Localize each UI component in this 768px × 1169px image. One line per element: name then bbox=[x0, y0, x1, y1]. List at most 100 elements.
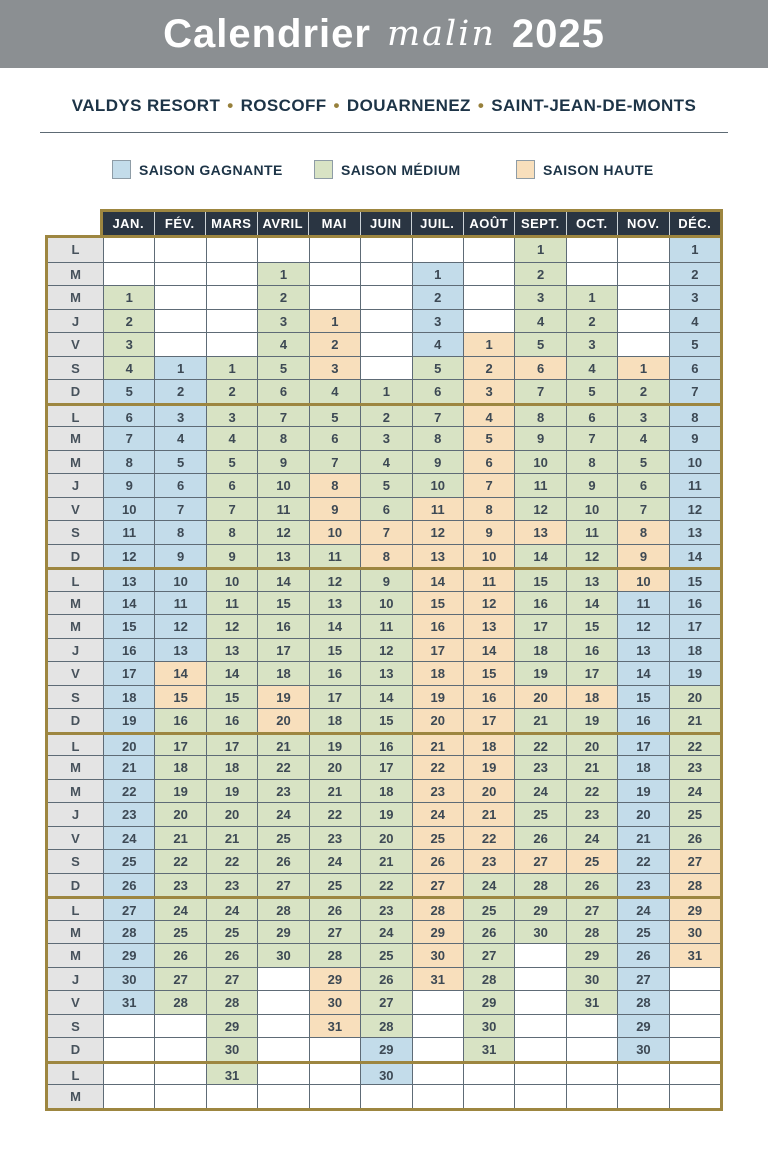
calendar-day-cell: 14 bbox=[462, 638, 515, 661]
calendar-day-cell: 4 bbox=[462, 405, 515, 426]
calendar-day-cell: 1 bbox=[103, 286, 155, 309]
calendar-day-cell: 1 bbox=[308, 309, 361, 332]
month-header-cells: JAN. FÉV. MARS AVRIL MAI JUIN JUIL. AOÛT SEPT. OC… bbox=[100, 209, 723, 235]
calendar-day-cell bbox=[462, 309, 515, 332]
calendar-day-cell: 26 bbox=[668, 826, 721, 849]
calendar-row: D 30 29 31 30 bbox=[48, 1037, 721, 1061]
month-header-cell: NOV. bbox=[617, 212, 669, 235]
calendar-day-cell bbox=[462, 262, 515, 285]
subtitle-resort-name: SAINT-JEAN-DE-MONTS bbox=[491, 96, 697, 115]
calendar-day-cell: 3 bbox=[462, 380, 515, 403]
month-header-cell: SEPT. bbox=[514, 212, 566, 235]
calendar-day-cell: 8 bbox=[668, 405, 721, 426]
title-bar: Calendrier malin 2025 bbox=[0, 0, 768, 68]
calendar-day-cell: 7 bbox=[103, 427, 155, 450]
calendar-day-cell: 8 bbox=[257, 427, 309, 450]
legend-item-medium: SAISON MÉDIUM bbox=[314, 160, 516, 179]
calendar-day-cell: 20 bbox=[205, 803, 258, 826]
calendar-day-cell: 7 bbox=[360, 521, 412, 544]
calendar-day-cell: 29 bbox=[462, 991, 515, 1014]
calendar-row: L 13 10 10 14 12 9 14 11 15 13 10 15 bbox=[48, 567, 721, 591]
calendar-day-cell: 9 bbox=[360, 570, 412, 591]
calendar-day-cell: 31 bbox=[308, 1014, 361, 1037]
calendar-day-cell bbox=[411, 238, 463, 262]
calendar-day-cell: 2 bbox=[411, 286, 463, 309]
calendar-day-cell: 11 bbox=[565, 521, 618, 544]
calendar-day-cell: 24 bbox=[565, 826, 618, 849]
calendar-day-cell: 28 bbox=[257, 899, 309, 920]
calendar-day-cell: 4 bbox=[154, 427, 206, 450]
calendar-day-cell: 9 bbox=[565, 474, 618, 497]
subtitle-bullet-icon: • bbox=[227, 96, 234, 115]
calendar-day-cell: 24 bbox=[360, 920, 412, 943]
calendar-day-cell: 4 bbox=[668, 309, 721, 332]
calendar-day-cell: 4 bbox=[514, 309, 566, 332]
calendar-day-cell: 28 bbox=[617, 991, 669, 1014]
calendar-day-cell: 6 bbox=[308, 427, 361, 450]
divider bbox=[40, 132, 728, 133]
calendar-day-cell: 9 bbox=[154, 544, 206, 567]
calendar-day-cell: 14 bbox=[411, 570, 463, 591]
calendar-day-cell: 6 bbox=[154, 474, 206, 497]
calendar-day-cell bbox=[308, 262, 361, 285]
calendar-day-cell: 26 bbox=[205, 944, 258, 967]
calendar-day-cell: 15 bbox=[154, 685, 206, 708]
calendar-row: D 26 23 23 27 25 22 27 24 28 26 23 28 bbox=[48, 872, 721, 896]
legend-label: SAISON GAGNANTE bbox=[139, 161, 283, 178]
calendar-row: V 17 14 14 18 16 13 18 15 19 17 14 19 bbox=[48, 661, 721, 685]
calendar-day-cell: 3 bbox=[103, 333, 155, 356]
calendar-day-cell: 10 bbox=[308, 521, 361, 544]
calendar-day-cell: 3 bbox=[617, 405, 669, 426]
weekday-letter-cell: L bbox=[48, 899, 103, 920]
calendar-day-cell: 5 bbox=[668, 333, 721, 356]
subtitle: VALDYS RESORT • ROSCOFF • DOUARNENEZ • SAINT-J… bbox=[0, 96, 768, 116]
calendar-day-cell: 26 bbox=[565, 873, 618, 896]
calendar-row: L 31 30 bbox=[48, 1060, 721, 1084]
calendar-day-cell: 10 bbox=[103, 497, 155, 520]
calendar-row: M 28 25 25 29 27 24 29 26 30 28 25 30 bbox=[48, 919, 721, 943]
calendar-day-cell: 26 bbox=[360, 967, 412, 990]
calendar-day-cell bbox=[205, 309, 258, 332]
calendar-day-cell: 4 bbox=[103, 356, 155, 379]
calendar-day-cell: 12 bbox=[514, 497, 566, 520]
page-title-year: 2025 bbox=[511, 11, 605, 56]
weekday-letter-cell: J bbox=[48, 309, 103, 332]
calendar-row: L 1 1 bbox=[48, 238, 721, 262]
calendar-day-cell: 7 bbox=[617, 497, 669, 520]
calendar-day-cell: 26 bbox=[103, 873, 155, 896]
calendar-day-cell: 25 bbox=[205, 920, 258, 943]
calendar-day-cell: 17 bbox=[257, 638, 309, 661]
calendar-day-cell bbox=[360, 286, 412, 309]
calendar-day-cell: 26 bbox=[308, 899, 361, 920]
calendar-day-cell: 9 bbox=[514, 427, 566, 450]
calendar-day-cell bbox=[308, 238, 361, 262]
calendar-day-cell: 8 bbox=[103, 450, 155, 473]
calendar-day-cell: 21 bbox=[308, 779, 361, 802]
calendar-day-cell bbox=[205, 238, 258, 262]
calendar-row: L 20 17 17 21 19 16 21 18 22 20 17 22 bbox=[48, 731, 721, 755]
calendar-day-cell: 30 bbox=[617, 1038, 669, 1061]
page-title: Calendrier bbox=[163, 11, 371, 56]
calendar-day-cell: 22 bbox=[154, 850, 206, 873]
subtitle-resort-name: VALDYS RESORT bbox=[71, 96, 221, 115]
calendar-row: M 15 12 12 16 14 11 16 13 17 15 12 17 bbox=[48, 614, 721, 638]
calendar-day-cell: 17 bbox=[514, 615, 566, 638]
calendar-day-cell: 10 bbox=[205, 570, 258, 591]
calendar-day-cell: 29 bbox=[565, 944, 618, 967]
calendar-day-cell: 5 bbox=[257, 356, 309, 379]
calendar-day-cell bbox=[565, 238, 618, 262]
calendar-day-cell: 4 bbox=[360, 450, 412, 473]
calendar-day-cell: 19 bbox=[514, 662, 566, 685]
calendar-day-cell: 1 bbox=[617, 356, 669, 379]
calendar-day-cell: 8 bbox=[565, 450, 618, 473]
calendar-day-cell: 3 bbox=[257, 309, 309, 332]
calendar-day-cell: 24 bbox=[514, 779, 566, 802]
calendar-day-cell: 12 bbox=[308, 570, 361, 591]
calendar-row: M 21 18 18 22 20 17 22 19 23 21 18 23 bbox=[48, 755, 721, 779]
calendar-row: S 18 15 15 19 17 14 19 16 20 18 15 20 bbox=[48, 684, 721, 708]
calendar-day-cell: 15 bbox=[257, 591, 309, 614]
calendar-row: V 10 7 7 11 9 6 11 8 12 10 7 12 bbox=[48, 496, 721, 520]
month-header-cell: AVRIL bbox=[256, 212, 309, 235]
